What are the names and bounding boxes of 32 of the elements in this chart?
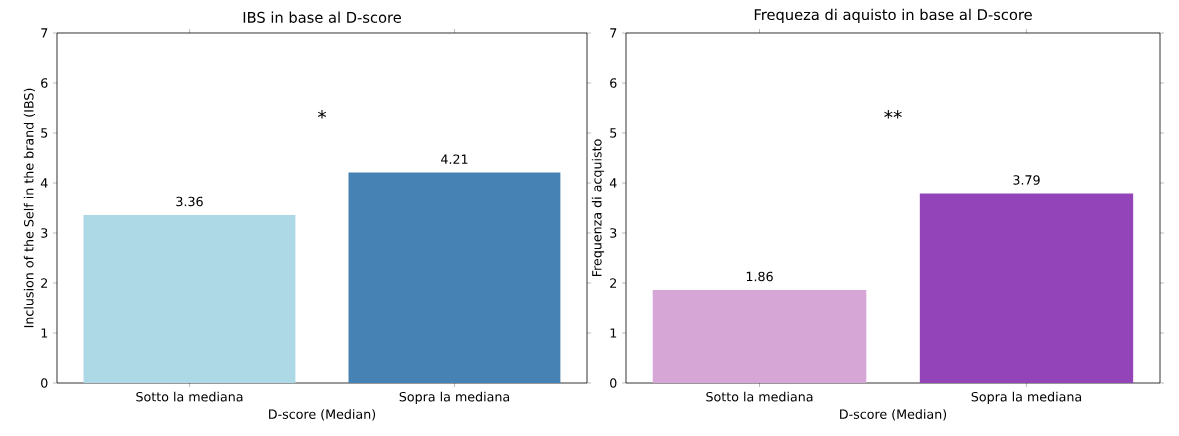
y-tick-label: 5: [610, 128, 617, 138]
y-tick-label: 6: [610, 78, 617, 88]
y-axis-title: Frequenza di acquisto: [591, 139, 605, 277]
annotation: *: [317, 110, 327, 119]
y-tick-label: 5: [41, 128, 48, 138]
y-tick-label: 6: [41, 78, 48, 88]
y-tick-label: 1: [41, 328, 48, 338]
data-label: 4.21: [441, 154, 468, 164]
y-tick-label: 2: [610, 278, 617, 288]
x-axis-title: D-score (Median): [840, 409, 947, 421]
y-tick-label: 1: [610, 328, 617, 338]
x-tick-label: Sopra la mediana: [399, 391, 510, 404]
y-tick-label: 0: [610, 378, 617, 388]
chart-title: Frequeza di aquisto in base al D-score: [754, 8, 1032, 23]
y-axis-title: Inclusion of the Self in the brand (IBS): [23, 88, 36, 328]
data-label: 3.36: [176, 196, 203, 207]
y-tick-label: 4: [40, 178, 48, 188]
x-tick-label: Sotto la mediana: [706, 391, 813, 402]
annotation: **: [884, 110, 902, 119]
data-label: 1.86: [746, 271, 773, 282]
x-tick-label: Sopra la mediana: [971, 391, 1082, 404]
x-axis-title: D-score (Median): [269, 409, 376, 421]
y-tick-label: 7: [610, 28, 617, 38]
y-tick-label: 2: [41, 278, 48, 288]
y-tick-label: 0: [41, 378, 48, 388]
data-label: 3.79: [1013, 175, 1040, 185]
chart-title: IBS in base al D-score: [243, 11, 401, 23]
y-tick-label: 7: [41, 28, 48, 38]
x-tick-label: Sotto la mediana: [136, 391, 243, 402]
y-tick-label: 3: [41, 228, 48, 238]
y-tick-label: 4: [609, 178, 617, 188]
y-tick-label: 3: [610, 228, 617, 238]
